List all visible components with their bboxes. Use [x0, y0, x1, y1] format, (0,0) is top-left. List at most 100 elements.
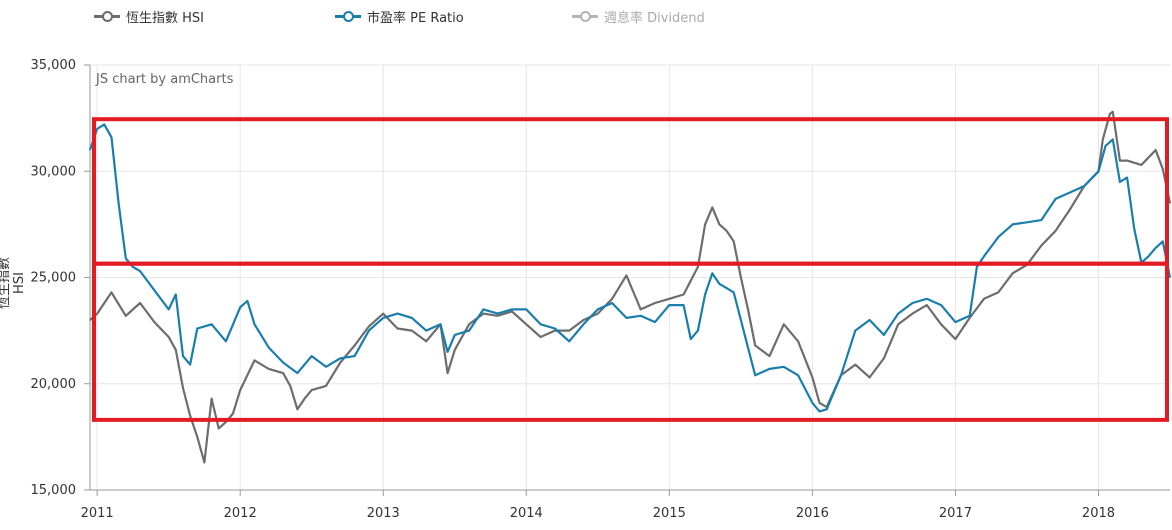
data-point	[125, 315, 127, 317]
data-point	[611, 302, 613, 304]
data-point	[754, 344, 756, 347]
data-point	[1026, 221, 1028, 223]
legend-item-dividend[interactable]: 週息率 Dividend	[572, 6, 705, 26]
data-point	[239, 389, 241, 391]
chart-credit[interactable]: JS chart by amCharts	[96, 72, 234, 87]
legend-item-hsi[interactable]: 恆生指數 HSI	[94, 6, 204, 26]
data-point	[118, 202, 120, 204]
data-point	[182, 387, 184, 389]
data-point	[683, 293, 685, 296]
data-point	[1119, 181, 1121, 183]
data-point	[89, 149, 91, 151]
data-point	[768, 355, 771, 357]
data-point	[225, 340, 227, 342]
data-point	[253, 323, 256, 325]
data-point	[1069, 208, 1071, 211]
data-point	[132, 266, 134, 268]
data-point	[125, 257, 127, 259]
data-point	[1054, 230, 1057, 232]
data-point	[818, 402, 821, 404]
highlight-box-1	[92, 261, 1169, 422]
data-point	[582, 323, 585, 325]
data-point	[1126, 160, 1128, 162]
data-point	[325, 385, 327, 387]
data-point	[411, 317, 413, 319]
data-point	[175, 293, 177, 296]
data-point	[704, 293, 706, 296]
data-point	[203, 461, 206, 463]
data-point	[282, 361, 284, 364]
y-tick-label: 20,000	[31, 377, 77, 392]
x-tick-label: 2015	[653, 506, 686, 521]
data-point	[89, 319, 91, 321]
data-point	[447, 351, 449, 353]
data-point	[382, 313, 384, 315]
data-point	[96, 128, 98, 130]
x-tick-label: 2013	[367, 506, 400, 521]
data-point	[139, 270, 141, 272]
data-point	[1109, 113, 1111, 115]
data-point	[210, 323, 213, 325]
data-point	[196, 436, 198, 438]
data-point	[525, 308, 527, 310]
data-point	[232, 412, 234, 415]
data-point	[189, 364, 191, 366]
data-point	[239, 306, 241, 308]
data-point	[811, 402, 813, 404]
data-point	[690, 338, 692, 340]
data-point	[96, 313, 98, 315]
data-point	[168, 308, 170, 310]
data-point	[840, 374, 842, 376]
legend-item-pe-ratio[interactable]: 市盈率 PE Ratio	[335, 6, 464, 26]
data-point	[296, 408, 299, 410]
data-point	[218, 427, 220, 429]
data-point	[582, 319, 585, 321]
y-tick-label: 35,000	[31, 58, 77, 73]
data-point	[747, 347, 749, 349]
data-point	[447, 372, 449, 374]
data-point	[597, 313, 599, 315]
data-point	[954, 321, 957, 323]
data-point	[1162, 168, 1164, 170]
data-point	[425, 330, 427, 332]
data-point	[725, 287, 728, 289]
data-point	[983, 298, 985, 300]
data-point	[911, 313, 914, 315]
data-point	[897, 313, 899, 315]
data-point	[454, 349, 456, 351]
x-tick-label: 2011	[81, 506, 114, 521]
data-point	[189, 415, 191, 417]
data-point	[711, 206, 713, 208]
data-point	[997, 236, 999, 238]
data-point	[911, 302, 914, 304]
data-point	[704, 223, 706, 225]
data-point	[854, 364, 856, 366]
data-point	[311, 355, 313, 357]
data-point	[1169, 276, 1171, 279]
legend-label-hsi: 恆生指數 HSI	[126, 10, 204, 26]
data-point	[625, 274, 628, 276]
data-point	[869, 376, 871, 378]
data-point	[718, 223, 721, 225]
data-point	[468, 323, 470, 325]
data-point	[940, 323, 942, 325]
data-point	[725, 230, 728, 232]
data-point	[110, 136, 113, 138]
data-point	[153, 321, 155, 323]
data-point	[411, 330, 413, 332]
data-point	[1162, 240, 1164, 242]
data-point	[368, 330, 370, 332]
y-tick-label: 25,000	[31, 271, 77, 286]
data-point	[396, 327, 399, 330]
data-point	[740, 276, 742, 279]
data-point	[354, 344, 356, 347]
data-point	[740, 319, 742, 321]
data-point	[282, 372, 284, 374]
data-point	[668, 298, 670, 300]
y-axis-label: 恆生指數 HSI	[0, 257, 27, 310]
data-point	[339, 361, 341, 364]
data-point	[640, 315, 642, 317]
data-point	[983, 255, 985, 257]
data-point	[468, 330, 470, 332]
x-tick-label: 2012	[224, 506, 257, 521]
